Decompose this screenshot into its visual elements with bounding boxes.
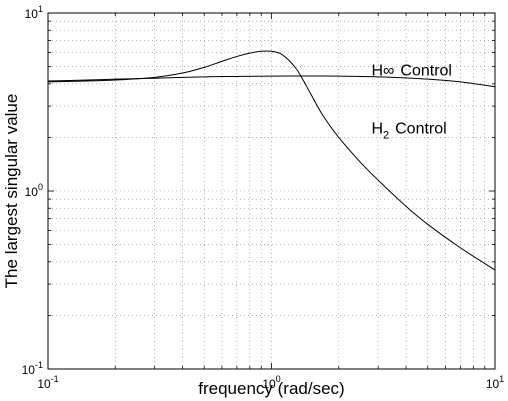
series-line-1 [47,75,496,88]
y-axis-label: The largest singular value [2,94,21,289]
ticks [48,13,495,369]
series-label-suffix: Control [395,121,447,138]
x-tick-label: 100 [262,374,280,391]
series-label-2: H2 Control [371,121,446,142]
x-tick-label: 101 [486,374,504,391]
y-tick-label: 10-1 [22,360,43,377]
y-tick-label-exp: -1 [35,360,43,370]
y-tick-label: 101 [25,4,43,21]
x-tick-label-base: 10 [262,377,276,391]
y-tick-label: 100 [25,182,43,199]
x-tick-label-exp: 0 [276,374,281,384]
series-label-main: H∞ [371,63,394,80]
y-tick-label-exp: 0 [38,182,43,192]
x-tick-label-base: 10 [37,377,51,391]
y-tick-label-base: 10 [22,363,36,377]
series-label-1: H∞ Control [371,63,452,80]
x-axis-label: frequency (rad/sec) [198,379,344,398]
x-tick-label-exp: 1 [499,374,504,384]
series-layer [47,50,496,271]
x-tick-label-exp: -1 [51,374,59,384]
x-tick-label: 10-1 [37,374,58,391]
x-tick-label-base: 10 [486,377,500,391]
series-label-sub: 2 [383,130,389,142]
series-label-main: H [371,121,383,138]
series-labels: H∞ Control H2 Control [371,63,452,142]
y-tick-label-base: 10 [25,185,39,199]
series-label-suffix: Control [400,63,452,80]
y-tick-label-base: 10 [25,7,39,21]
y-tick-label-exp: 1 [38,4,43,14]
grid [48,13,495,369]
series-line-2 [47,50,496,271]
